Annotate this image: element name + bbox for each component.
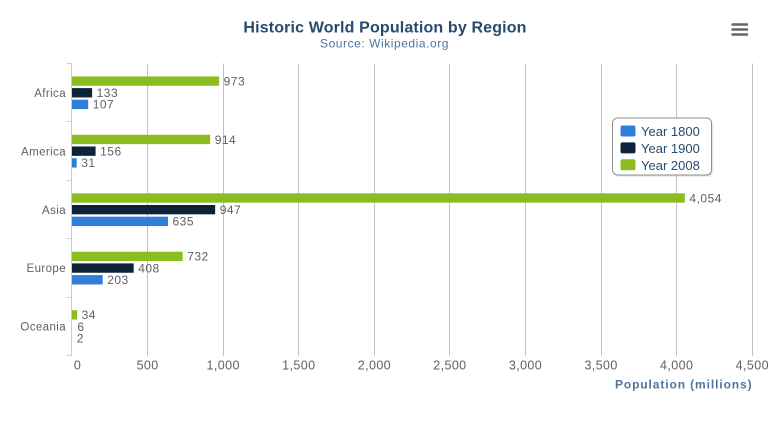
svg-text:2,000: 2,000 (358, 358, 391, 372)
svg-text:Year 1900: Year 1900 (641, 141, 700, 156)
svg-text:133: 133 (97, 86, 119, 100)
svg-text:3,000: 3,000 (509, 358, 542, 372)
svg-text:2: 2 (77, 332, 84, 346)
svg-text:4,500: 4,500 (736, 358, 769, 372)
svg-text:973: 973 (224, 74, 246, 88)
svg-text:Population (millions): Population (millions) (615, 378, 753, 392)
svg-text:3,500: 3,500 (584, 358, 617, 372)
svg-text:107: 107 (93, 98, 115, 112)
svg-text:947: 947 (220, 203, 242, 217)
svg-text:Africa: Africa (34, 88, 66, 100)
svg-text:500: 500 (137, 358, 159, 372)
svg-text:1,500: 1,500 (282, 358, 315, 372)
svg-text:Source: Wikipedia.org: Source: Wikipedia.org (320, 37, 449, 51)
svg-text:4,000: 4,000 (660, 358, 693, 372)
svg-text:34: 34 (82, 308, 96, 322)
svg-text:635: 635 (173, 215, 195, 229)
svg-text:Year 1800: Year 1800 (641, 124, 700, 139)
svg-text:156: 156 (100, 145, 122, 159)
svg-text:Asia: Asia (42, 205, 66, 217)
svg-text:6: 6 (77, 320, 84, 334)
svg-text:Historic World Population by R: Historic World Population by Region (243, 20, 526, 37)
svg-text:203: 203 (107, 273, 129, 287)
svg-text:1,000: 1,000 (207, 358, 240, 372)
svg-text:2,500: 2,500 (433, 358, 466, 372)
svg-text:732: 732 (187, 250, 209, 264)
svg-text:31: 31 (81, 156, 95, 170)
svg-text:America: America (21, 146, 66, 158)
svg-text:Oceania: Oceania (20, 322, 66, 334)
svg-text:4,054: 4,054 (689, 191, 722, 205)
svg-text:408: 408 (138, 261, 160, 275)
svg-text:914: 914 (215, 133, 237, 147)
svg-text:0: 0 (74, 358, 81, 372)
svg-text:Year 2008: Year 2008 (641, 158, 700, 173)
svg-text:Europe: Europe (27, 263, 66, 275)
